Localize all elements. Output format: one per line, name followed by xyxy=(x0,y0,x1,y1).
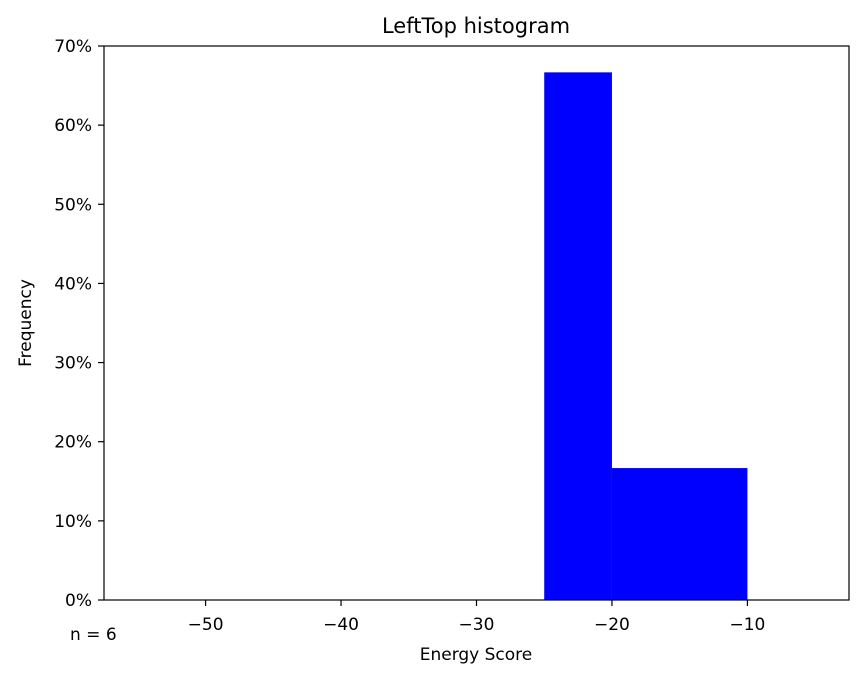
bars-group xyxy=(544,72,748,601)
x-tick-label: −10 xyxy=(729,615,765,635)
y-tick-label: 0% xyxy=(65,591,92,611)
x-tick-label: −50 xyxy=(188,615,224,635)
y-tick-label: 10% xyxy=(54,512,92,532)
histogram-bar xyxy=(611,468,748,600)
y-tick-label: 30% xyxy=(54,354,92,374)
histogram-bar xyxy=(544,72,612,601)
y-tick-label: 50% xyxy=(54,195,92,215)
x-tick-label: −30 xyxy=(459,615,495,635)
x-axis-label: Energy Score xyxy=(420,645,533,665)
sample-size-annotation: n = 6 xyxy=(70,625,117,645)
y-tick-label: 60% xyxy=(54,116,92,136)
y-tick-label: 70% xyxy=(54,37,92,57)
y-tick-label: 20% xyxy=(54,433,92,453)
y-axis: 0% 10% 20% 30% 40% 50% 60% 70% xyxy=(54,37,104,611)
x-tick-label: −40 xyxy=(323,615,359,635)
y-axis-label: Frequency xyxy=(16,279,36,367)
x-tick-label: −20 xyxy=(594,615,630,635)
y-tick-label: 40% xyxy=(54,274,92,294)
x-axis: −50 −40 −30 −20 −10 xyxy=(188,600,765,635)
chart-title: LeftTop histogram xyxy=(382,14,570,38)
